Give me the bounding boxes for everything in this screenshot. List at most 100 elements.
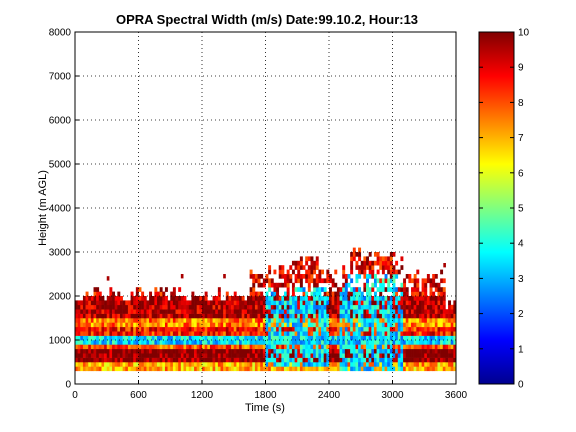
heatmap-cell [302,353,306,358]
heatmap-cell [146,313,150,319]
heatmap-cell [90,296,94,301]
heatmap-cell [143,296,147,301]
heatmap-cell [366,340,369,345]
heatmap-cell [249,366,253,372]
heatmap-cell [389,260,393,266]
heatmap-cell [109,322,113,328]
heatmap-cell [344,274,348,279]
heatmap-cell [379,353,383,358]
heatmap-cell [178,366,182,372]
heatmap-cell [141,300,145,306]
heatmap-cell [154,366,158,372]
heatmap-cell [178,304,182,310]
heatmap-cell [80,326,84,332]
heatmap-cell [453,357,457,363]
heatmap-cell [252,331,256,336]
heatmap-cell [178,296,182,301]
heatmap-cell [196,362,200,367]
heatmap-cell [297,340,301,345]
heatmap-cell [98,340,102,345]
heatmap-cell [88,296,92,301]
heatmap-cell [162,300,166,306]
heatmap-cell [387,326,391,332]
heatmap-cell [360,348,364,354]
heatmap-cell [432,296,436,301]
heatmap-cell [352,331,356,336]
heatmap-cell [445,353,449,358]
heatmap-cell [389,366,393,372]
heatmap-cell [172,313,176,319]
heatmap-cell [130,340,134,345]
heatmap-cell [405,318,409,323]
heatmap-cell [138,331,142,336]
heatmap-cell [278,304,282,310]
heatmap-cell [400,287,404,292]
heatmap-cell [413,344,417,350]
heatmap-cell [175,331,179,336]
heatmap-cell [117,309,121,314]
heatmap-cell [125,340,129,345]
heatmap-cell [260,291,264,297]
heatmap-cell [151,340,155,345]
heatmap-cell [389,256,393,262]
heatmap-cell [360,357,364,363]
heatmap-cell [448,313,452,319]
heatmap-cell [75,322,78,328]
heatmap-cell [191,313,195,319]
heatmap-cell [141,335,145,341]
heatmap-cell [297,309,301,314]
heatmap-cell [276,362,280,367]
heatmap-cell [119,340,123,345]
heatmap-cell [278,353,282,358]
heatmap-cell [98,353,102,358]
heatmap-cell [355,318,359,323]
heatmap-cell [82,362,86,367]
heatmap-cell [392,313,396,319]
heatmap-cell [223,331,227,336]
heatmap-cell [109,335,113,341]
heatmap-cell [305,313,309,319]
heatmap-cell [93,296,97,301]
heatmap-cell [225,318,229,323]
heatmap-cell [133,353,137,358]
grid-lines [75,32,456,384]
heatmap-cell [395,344,399,350]
heatmap-cell [307,269,311,275]
heatmap-cell [207,309,211,314]
heatmap-cell [344,335,348,341]
heatmap-cell [117,344,121,350]
heatmap-cell [299,353,303,358]
heatmap-cell [231,318,235,323]
heatmap-cell [355,296,359,301]
heatmap-cell [249,296,253,301]
heatmap-cell [297,326,301,332]
heatmap-cell [418,291,422,297]
heatmap-cell [339,326,343,332]
heatmap-cell [310,318,314,323]
heatmap-cell [154,300,158,306]
heatmap-cell [294,278,298,284]
heatmap-cell [358,256,362,262]
heatmap-cell [381,340,385,345]
heatmap-cell [379,335,383,341]
heatmap-cell [384,340,388,345]
heatmap-cell [276,353,280,358]
heatmap-cell [347,357,351,363]
heatmap-cell [143,366,147,372]
heatmap-cell [368,265,372,270]
heatmap-cell [400,353,404,358]
heatmap-cell [119,362,123,367]
heatmap-cell [426,348,430,354]
heatmap-cell [302,362,306,367]
heatmap-cell [141,357,145,363]
heatmap-cell [313,357,317,363]
heatmap-cell [276,318,280,323]
heatmap-cell [437,335,441,341]
heatmap-cell [366,357,369,363]
heatmap-cell [254,357,258,363]
heatmap-cell [172,357,176,363]
heatmap-cell [395,362,399,367]
heatmap-cell [400,331,404,336]
heatmap-cell [350,252,354,257]
heatmap-cell [339,340,343,345]
